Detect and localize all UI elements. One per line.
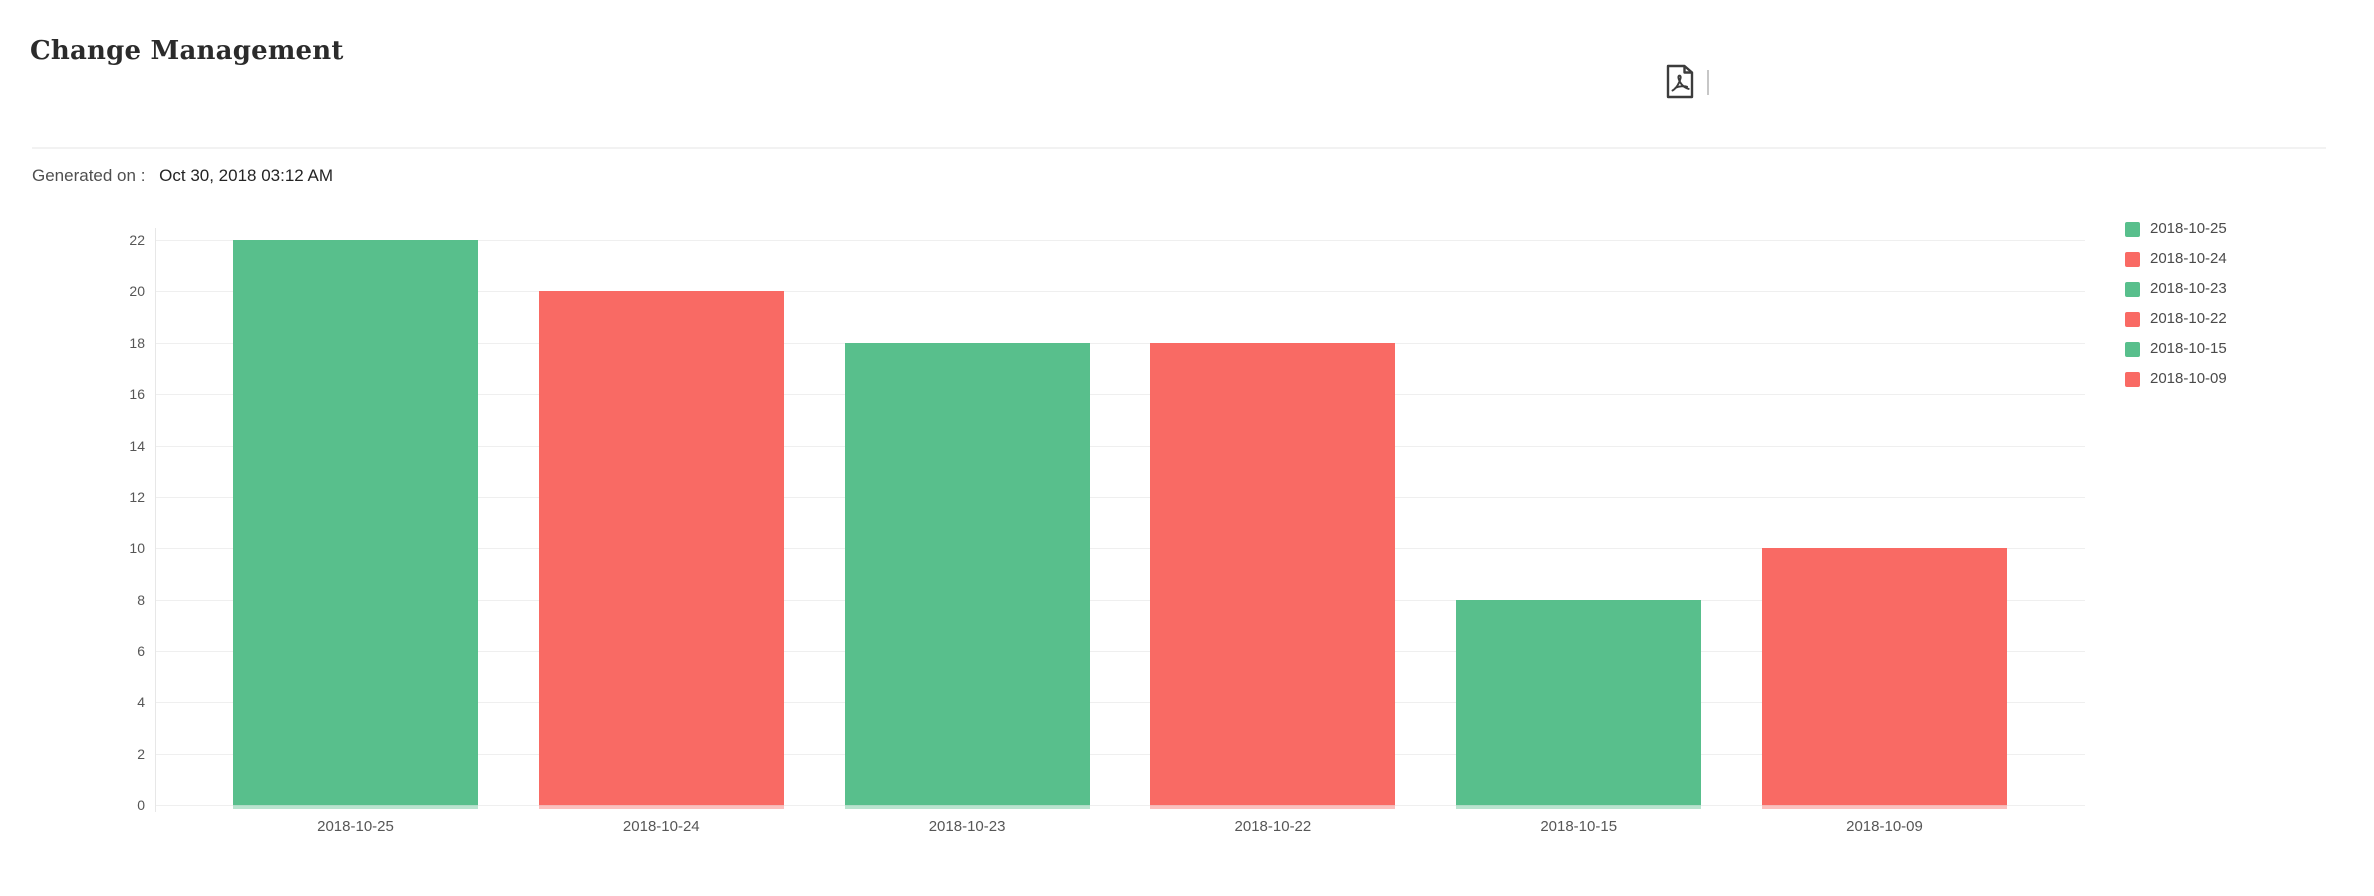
- legend-item-2018-10-15[interactable]: 2018-10-15: [2125, 341, 2227, 357]
- legend-item-2018-10-24[interactable]: 2018-10-24: [2125, 251, 2227, 267]
- legend-swatch-icon: [2125, 251, 2140, 267]
- gridline-y-10: [155, 548, 2085, 550]
- toolbar-separator: [1707, 69, 1709, 95]
- gridline-y-20: [155, 291, 2085, 293]
- bar-2018-10-09[interactable]: [1762, 548, 2007, 805]
- y-tick-label: 8: [137, 591, 145, 608]
- x-tick-label: 2018-10-23: [928, 818, 1006, 835]
- legend-label: 2018-10-23: [2150, 280, 2227, 297]
- bar-foot-shadow: [1456, 805, 1702, 809]
- y-tick-label: 20: [129, 283, 145, 300]
- x-tick-label: 2018-10-09: [1846, 818, 1923, 835]
- header-divider: [32, 147, 2326, 149]
- bar-2018-10-22[interactable]: [1150, 342, 1396, 805]
- bar-foot-shadow: [1762, 805, 2007, 809]
- x-tick-label: 2018-10-25: [317, 818, 394, 835]
- header-toolbar: [1664, 62, 1709, 102]
- y-tick-label: 0: [137, 797, 145, 813]
- x-tick-label: 2018-10-24: [622, 818, 700, 835]
- y-tick-label: 16: [129, 386, 145, 403]
- legend-swatch-icon: [2125, 221, 2140, 237]
- gridline-y-2: [155, 753, 2085, 755]
- legend-label: 2018-10-09: [2150, 370, 2227, 387]
- gridline-y-6: [155, 650, 2085, 652]
- y-tick-label: 6: [137, 642, 145, 659]
- legend-label: 2018-10-22: [2150, 310, 2227, 327]
- gridline-y-4: [155, 702, 2085, 704]
- export-pdf-icon[interactable]: [1664, 63, 1696, 101]
- gridline-y-22: [155, 240, 2085, 241]
- legend-swatch-icon: [2125, 311, 2140, 327]
- legend-swatch-icon: [2125, 341, 2140, 357]
- bar-foot-shadow: [1150, 805, 1396, 809]
- y-tick-label: 10: [129, 540, 145, 557]
- legend-item-2018-10-22[interactable]: 2018-10-22: [2125, 311, 2227, 327]
- y-tick-label: 14: [129, 437, 145, 454]
- y-tick-label: 2: [137, 745, 145, 762]
- gridline-y-0: [155, 805, 2085, 806]
- y-tick-label: 18: [129, 334, 145, 351]
- y-tick-label: 4: [137, 694, 145, 711]
- gridline-y-14: [155, 445, 2085, 447]
- legend-label: 2018-10-24: [2150, 250, 2227, 267]
- generated-on-value: Oct 30, 2018 03:12 AM: [159, 166, 334, 185]
- bar-2018-10-23[interactable]: [844, 342, 1090, 805]
- legend-label: 2018-10-15: [2150, 340, 2227, 357]
- legend-item-2018-10-25[interactable]: 2018-10-25: [2125, 221, 2227, 237]
- gridline-y-16: [155, 394, 2085, 396]
- gridline-y-18: [155, 342, 2085, 344]
- bar-2018-10-25[interactable]: [233, 240, 478, 805]
- bar-foot-shadow: [844, 805, 1090, 809]
- y-axis-line: [155, 228, 156, 812]
- x-tick-label: 2018-10-15: [1540, 818, 1618, 835]
- bar-2018-10-15[interactable]: [1456, 599, 1702, 805]
- generated-on-line: Generated on : Oct 30, 2018 03:12 AM: [32, 166, 333, 186]
- bar-2018-10-24[interactable]: [538, 291, 784, 805]
- gridline-y-8: [155, 599, 2085, 601]
- x-tick-label: 2018-10-22: [1234, 818, 1312, 835]
- legend-label: 2018-10-25: [2150, 220, 2227, 237]
- legend-swatch-icon: [2125, 281, 2140, 297]
- y-tick-label: 22: [129, 232, 145, 248]
- page-title: Change Management: [30, 36, 344, 66]
- generated-on-label: Generated on :: [32, 166, 146, 185]
- legend-item-2018-10-09[interactable]: 2018-10-09: [2125, 371, 2227, 387]
- legend-swatch-icon: [2125, 371, 2140, 387]
- y-tick-label: 12: [129, 488, 145, 505]
- bar-foot-shadow: [538, 805, 784, 809]
- gridline-y-12: [155, 496, 2085, 498]
- legend-item-2018-10-23[interactable]: 2018-10-23: [2125, 281, 2227, 297]
- bar-foot-shadow: [233, 805, 478, 809]
